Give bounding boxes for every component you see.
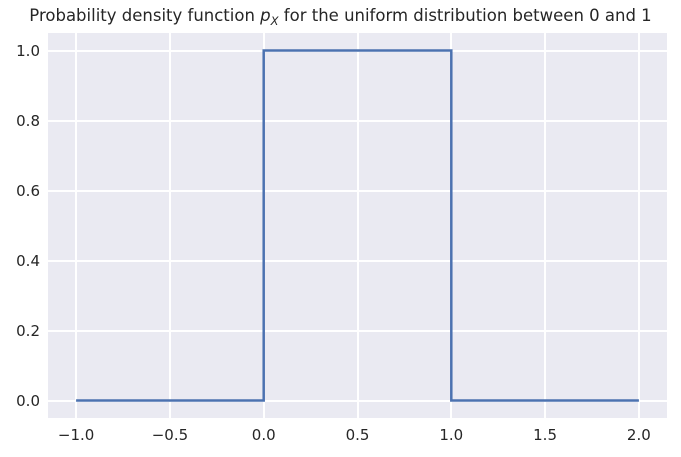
plot-area xyxy=(48,33,667,418)
x-gridline xyxy=(75,33,78,418)
y-gridline xyxy=(48,399,667,402)
x-tick-label: 0.0 xyxy=(251,426,276,444)
x-tick-label: 1.0 xyxy=(439,426,464,444)
y-gridline xyxy=(48,329,667,332)
y-tick-label: 0.6 xyxy=(16,181,40,200)
chart-title-math-subscript: X xyxy=(270,13,279,28)
y-gridline xyxy=(48,119,667,122)
x-gridline xyxy=(637,33,640,418)
y-gridline xyxy=(48,189,667,192)
x-gridline xyxy=(356,33,359,418)
y-tick-label: 0.0 xyxy=(16,391,40,410)
x-gridline xyxy=(168,33,171,418)
x-gridline xyxy=(544,33,547,418)
pdf-step-line xyxy=(76,49,639,402)
x-tick-label: −1.0 xyxy=(57,426,95,444)
x-tick-label: −0.5 xyxy=(151,426,189,444)
chart-title-suffix: for the uniform distribution between 0 a… xyxy=(278,6,652,25)
y-gridline xyxy=(48,259,667,262)
x-tick-label: 1.5 xyxy=(533,426,557,444)
y-tick-label: 0.8 xyxy=(16,111,40,130)
chart-title-prefix: Probability density function xyxy=(29,6,261,25)
x-tick-label: 0.5 xyxy=(345,426,370,444)
y-tick-label: 0.2 xyxy=(16,321,40,340)
y-tick-label: 1.0 xyxy=(16,41,40,60)
plot-lines xyxy=(76,49,639,402)
chart-title: Probability density function pX for the … xyxy=(24,5,657,32)
y-tick-label: 0.4 xyxy=(16,251,40,270)
x-tick-label: 2.0 xyxy=(626,426,651,444)
chart-title-math-variable: p xyxy=(260,6,271,25)
